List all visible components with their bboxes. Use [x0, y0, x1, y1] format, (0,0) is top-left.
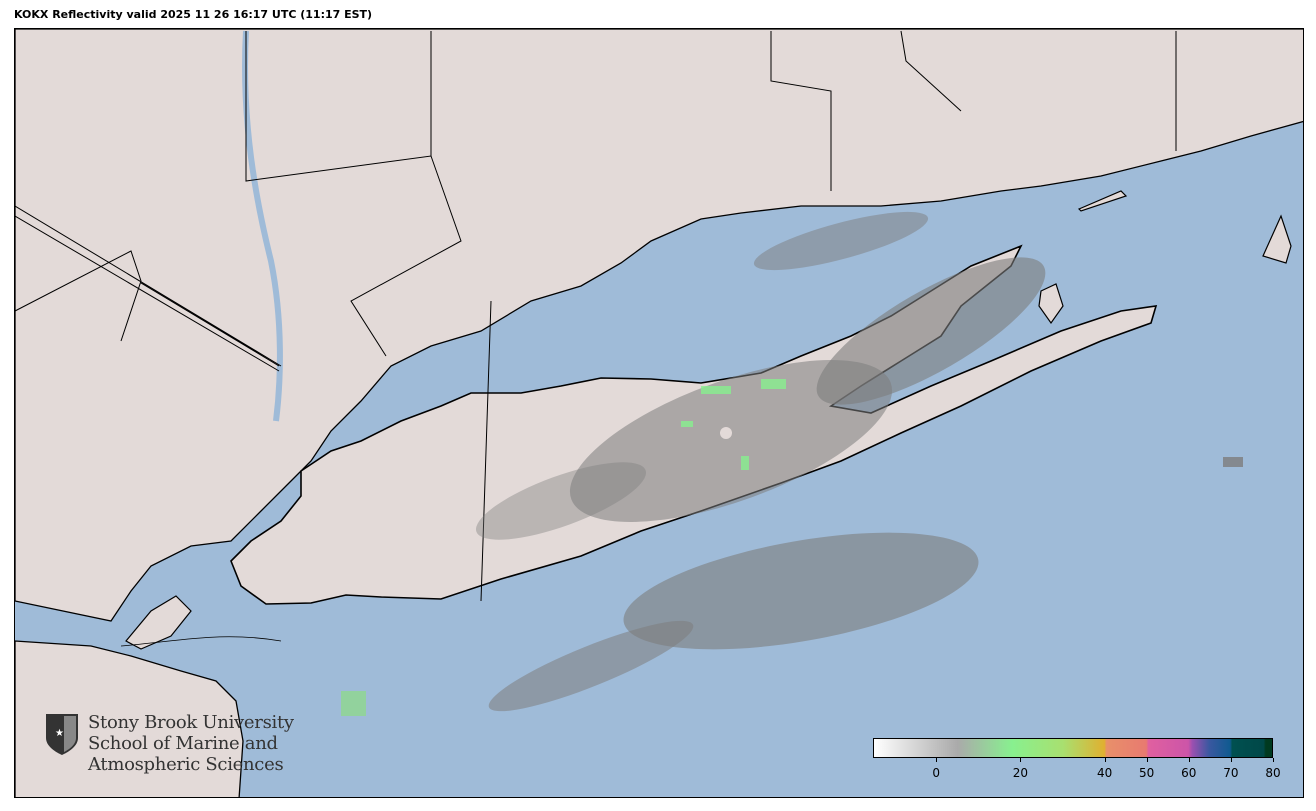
shipping-channel	[120, 636, 282, 647]
map-title: KOKX Reflectivity valid 2025 11 26 16:17…	[14, 8, 373, 21]
echo-south	[623, 532, 979, 650]
colorbar-tick-label: 20	[1012, 766, 1028, 780]
colorbar-tick	[1146, 758, 1148, 762]
colorbar-tick-label: 0	[932, 766, 940, 780]
colorbar-tick-label: 50	[1139, 766, 1155, 780]
colorbar-tick	[936, 758, 938, 762]
echo-sound	[753, 211, 929, 271]
colorbar-tick-label: 70	[1223, 766, 1239, 780]
colorbar-tick	[1273, 758, 1274, 762]
radar-map[interactable]	[14, 28, 1304, 798]
colorbar-tick	[1188, 758, 1190, 762]
state-boundaries	[15, 30, 1177, 602]
svg-text:★: ★	[55, 728, 64, 739]
echo-southwest	[488, 620, 694, 712]
sbu-somas-logo: ★ Stony Brook University School of Marin…	[44, 712, 294, 775]
colorbar	[873, 738, 1273, 758]
land-shelter-island	[1038, 283, 1064, 325]
land-block-island	[1262, 214, 1292, 264]
radar-site	[720, 427, 732, 439]
shield-logo-icon: ★	[46, 714, 78, 755]
colorbar-tick	[1020, 758, 1022, 762]
colorbar-tick-label: 60	[1181, 766, 1197, 780]
map-canvas	[15, 29, 1303, 797]
logo-line: Stony Brook University	[88, 712, 294, 733]
echo-central	[569, 360, 893, 522]
radar-echoes	[341, 211, 1243, 716]
echo-west	[475, 462, 647, 540]
land-staten-island	[125, 595, 192, 650]
logo-line: Atmospheric Sciences	[88, 754, 284, 775]
echo-green-cells	[681, 379, 786, 470]
colorbar-tick-label: 80	[1265, 766, 1281, 780]
colorbar-tick	[1230, 758, 1232, 762]
colorbar-tick	[1104, 758, 1106, 762]
land-fishers-island	[1077, 190, 1128, 212]
echo-cell	[1223, 457, 1243, 467]
land-new-jersey	[15, 640, 244, 797]
colorbar-tick-label: 40	[1096, 766, 1113, 780]
logo-line: School of Marine and	[88, 733, 278, 754]
echo-east	[816, 257, 1046, 405]
echo-cell	[341, 691, 366, 716]
land-mainland	[15, 29, 1303, 622]
